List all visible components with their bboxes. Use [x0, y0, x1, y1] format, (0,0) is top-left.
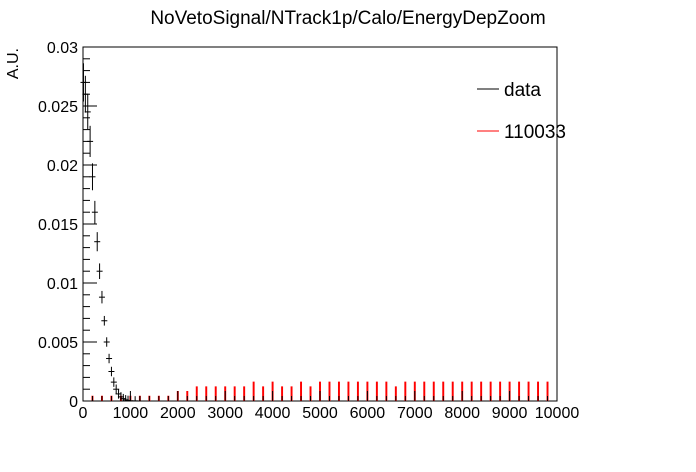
data-point [84, 94, 91, 130]
legend: data 110033 [477, 80, 566, 143]
hist-bin [375, 381, 378, 401]
hist-bin [442, 381, 445, 401]
hist-bin [470, 381, 473, 401]
hist-bin [527, 381, 530, 401]
x-tick-label: 3000 [207, 405, 243, 422]
hist-bin [262, 386, 265, 401]
data-point [108, 366, 115, 377]
x-axis: 0 1000 2000 3000 4000 5000 6000 7000 8000 9000 100… [79, 391, 580, 422]
hist-bin [281, 386, 284, 401]
hist-bin [432, 381, 435, 401]
y-tick-label: 0.03 [47, 40, 78, 57]
y-tick-label: 0.015 [38, 217, 78, 234]
y-tick-label: 0.025 [38, 99, 78, 116]
chart-title: NoVetoSignal/NTrack1p/Calo/EnergyDepZoom [150, 8, 545, 29]
series-data [80, 63, 143, 402]
hist-bin [546, 381, 549, 401]
data-point [110, 377, 117, 387]
hist-bin [300, 381, 303, 401]
hist-bin [423, 381, 426, 401]
x-tick-label: 7000 [397, 405, 433, 422]
hist-bin [518, 381, 521, 401]
x-tick-label: 9000 [492, 405, 528, 422]
hist-bin [195, 386, 198, 401]
hist-bin [214, 386, 217, 401]
data-point [91, 200, 98, 224]
x-tick-label: 4000 [255, 405, 291, 422]
hist-bin [394, 386, 397, 401]
x-tick-label: 5000 [302, 405, 338, 422]
y-axis: 0 0.005 0.01 0.015 0.02 0.025 0.03 [38, 40, 97, 411]
hist-bin [233, 386, 236, 401]
x-tick-label: 8000 [444, 405, 480, 422]
y-tick-label: 0 [69, 394, 78, 411]
hist-bin [347, 381, 350, 401]
data-point [94, 232, 101, 252]
data-point [96, 263, 103, 279]
x-tick-label: 10000 [535, 405, 580, 422]
hist-bin [328, 381, 331, 401]
hist-bin [537, 381, 540, 401]
hist-bin [205, 386, 208, 401]
hist-bin [404, 381, 407, 401]
x-tick-label: 6000 [350, 405, 386, 422]
data-point [101, 315, 108, 326]
hist-bin [499, 381, 502, 401]
data-point [98, 290, 105, 304]
hist-bin [337, 381, 340, 401]
plot-frame [82, 46, 558, 402]
hist-bin [356, 381, 359, 401]
data-point [103, 337, 110, 347]
hist-bin [451, 381, 454, 401]
hist-bin [290, 386, 293, 401]
y-tick-label: 0.02 [47, 158, 78, 175]
legend-label-data: data [504, 80, 541, 101]
y-axis-title: A.U. [5, 48, 22, 79]
hist-bin [243, 386, 246, 401]
x-tick-label: 0 [79, 405, 88, 422]
x-tick-label: 1000 [113, 405, 149, 422]
hist-bin [489, 381, 492, 401]
hist-bin [309, 386, 312, 401]
y-tick-label: 0.01 [47, 276, 78, 293]
hist-bin [385, 381, 388, 401]
x-tick-label: 2000 [160, 405, 196, 422]
hist-bin [480, 381, 483, 401]
data-point [89, 163, 96, 191]
data-point [106, 353, 113, 364]
legend-label-110033: 110033 [504, 122, 566, 143]
y-tick-label: 0.005 [38, 335, 78, 352]
hist-bin [252, 381, 255, 401]
